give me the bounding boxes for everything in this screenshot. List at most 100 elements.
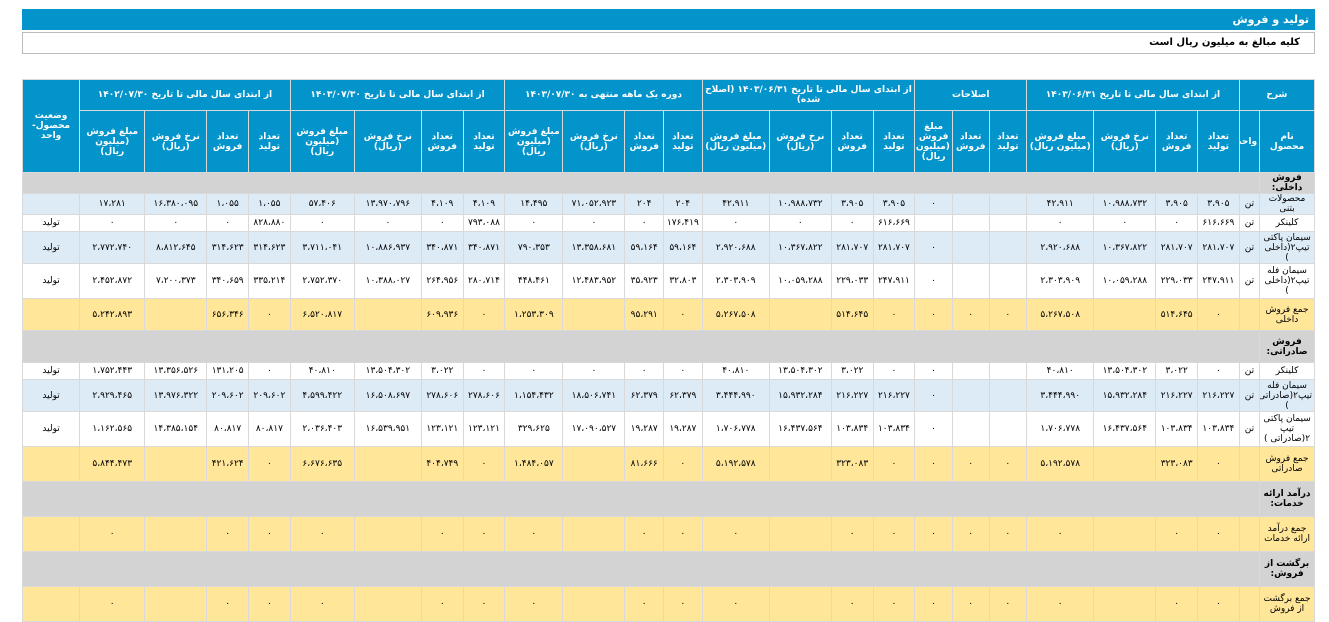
value-cell: ۴۲،۹۱۱: [701, 193, 770, 215]
column-header: تعداد تولید: [248, 110, 291, 173]
value-cell: ۰: [914, 446, 953, 482]
section-row: فروش صادراتی:: [21, 330, 1315, 363]
status-cell: [21, 446, 81, 482]
table-row: سیمان پاکتی تیپ۲(داخلی ) تن ۲۸۱،۷۰۷ ۲۸۱،۷۰۷…: [21, 231, 1315, 264]
value-cell: ۱۲۳،۱۲۱: [462, 411, 506, 447]
value-cell: ۲۷۸،۶۰۶: [462, 379, 506, 412]
value-cell: ۰: [988, 516, 1028, 552]
value-cell: ۲۶۴،۹۵۶: [420, 263, 464, 299]
value-cell: [768, 516, 832, 552]
value-cell: [951, 362, 990, 380]
column-header: تعداد تولید: [663, 110, 703, 173]
section-filler: [21, 172, 1261, 194]
value-cell: ۱۷۶،۴۱۹: [663, 214, 703, 232]
value-cell: [951, 379, 990, 412]
value-cell: ۱۶،۵۰۸،۶۹۷: [353, 379, 422, 412]
value-cell: ۱۵،۹۳۲،۲۸۴: [1093, 379, 1157, 412]
value-cell: ۳۲۹،۶۲۵: [504, 411, 564, 447]
value-cell: [1093, 298, 1157, 331]
value-cell: ۱۰،۹۸۸،۷۳۲: [768, 193, 832, 215]
column-header: تعداد تولید: [988, 110, 1028, 173]
value-cell: [1093, 516, 1157, 552]
product-name: سیمان پاکتی تیپ ۲(صادراتی ): [1259, 411, 1315, 447]
column-header: تعداد فروش: [1155, 110, 1199, 173]
status-cell: تولید: [21, 411, 81, 447]
value-cell: ۵،۱۹۲،۵۷۸: [701, 446, 770, 482]
value-cell: ۲،۳۰۳،۹۰۹: [1026, 263, 1095, 299]
value-cell: ۰: [768, 214, 832, 232]
value-cell: ۳۲،۸۰۳: [663, 263, 703, 299]
value-cell: ۱۵،۹۳۲،۲۸۴: [768, 379, 832, 412]
section-label: برگشت از فروش:: [1259, 551, 1315, 587]
value-cell: ۰: [872, 362, 916, 380]
value-cell: ۳۴۰،۸۷۱: [462, 231, 506, 264]
value-cell: ۲۰۴: [663, 193, 703, 215]
value-cell: ۰: [420, 516, 464, 552]
column-header: مبلغ فروش (میلیون ریال): [1026, 110, 1095, 173]
value-cell: [353, 446, 422, 482]
header-group-ytd-1403-07-30: از ابتدای سال مالی تا تاریخ ۱۴۰۳/۰۷/۳۰: [289, 79, 506, 111]
value-cell: ۰: [79, 586, 146, 622]
value-cell: ۱۹،۲۸۷: [624, 411, 665, 447]
value-cell: ۱۸،۵۰۶،۷۴۱: [562, 379, 626, 412]
value-cell: ۲،۰۳۶،۴۰۳: [289, 411, 355, 447]
value-cell: ۰: [1093, 214, 1157, 232]
value-cell: ۰: [1026, 586, 1095, 622]
value-cell: ۰: [1197, 298, 1240, 331]
value-cell: ۰: [353, 214, 422, 232]
currency-note-text: کلیه مبالغ به میلیون ریال است: [1149, 37, 1300, 48]
value-cell: [988, 362, 1028, 380]
value-cell: ۶۱۶،۶۶۹: [1197, 214, 1240, 232]
value-cell: ۸۰،۸۱۷: [206, 411, 250, 447]
column-header: نرخ فروش (ریال): [353, 110, 422, 173]
value-cell: ۰: [504, 214, 564, 232]
header-group-month-1403-07-30: دوره یک ماهه منتهی به ۱۴۰۳/۰۷/۳۰: [504, 79, 703, 111]
table-row: محصولات بتنی تن ۳،۹۰۵ ۳،۹۰۵ ۱۰،۹۸۸،۷۳۲ ۴۲،۹۱۱…: [21, 193, 1315, 215]
value-cell: ۲۴۷،۹۱۱: [872, 263, 916, 299]
value-cell: ۶،۶۷۶،۶۳۵: [289, 446, 355, 482]
product-name: سیمان پاکتی تیپ۲(داخلی ): [1259, 231, 1315, 264]
value-cell: [768, 586, 832, 622]
value-cell: [562, 446, 626, 482]
value-cell: ۰: [504, 362, 564, 380]
value-cell: ۳،۴۴۴،۹۹۰: [701, 379, 770, 412]
value-cell: ۰: [462, 298, 506, 331]
value-cell: ۴،۱۰۹: [420, 193, 464, 215]
value-cell: ۰: [289, 516, 355, 552]
value-cell: ۰: [289, 214, 355, 232]
column-header: مبلغ فروش (میلیون ریال): [79, 110, 146, 173]
value-cell: ۲،۹۲۰،۶۸۸: [701, 231, 770, 264]
value-cell: [353, 516, 422, 552]
value-cell: ۶۰۹،۹۳۶: [420, 298, 464, 331]
column-header: تعداد فروش: [951, 110, 990, 173]
header-group-corrections: اصلاحات: [914, 79, 1028, 111]
value-cell: ۰: [951, 586, 990, 622]
value-cell: ۸۱،۶۶۶: [624, 446, 665, 482]
value-cell: ۱۰،۳۶۷،۸۲۲: [768, 231, 832, 264]
value-cell: ۰: [951, 298, 990, 331]
value-cell: ۲،۹۲۰،۶۸۸: [1026, 231, 1095, 264]
value-cell: ۶۱۶،۶۶۹: [872, 214, 916, 232]
status-cell: تولید: [21, 214, 81, 232]
value-cell: ۰: [420, 586, 464, 622]
status-cell: [21, 298, 81, 331]
column-header: تعداد تولید: [1197, 110, 1240, 173]
value-cell: ۰: [1026, 214, 1095, 232]
column-header: مبلغ فروش (میلیون ریال): [914, 110, 953, 173]
value-cell: ۰: [1155, 214, 1199, 232]
product-name: جمع فروش صادراتی: [1259, 446, 1315, 482]
header-group-ytd-1403-06-31-corrected: از ابتدای سال مالی تا تاریخ ۱۴۰۳/۰۶/۳۱ (…: [701, 79, 916, 111]
value-cell: [951, 193, 990, 215]
value-cell: ۱۰۳،۸۳۴: [1155, 411, 1199, 447]
value-cell: ۰: [624, 362, 665, 380]
section-label: فروش داخلی:: [1259, 172, 1315, 194]
value-cell: ۳۱۴،۶۲۳: [248, 231, 291, 264]
value-cell: ۰: [206, 214, 250, 232]
value-cell: ۱۰،۸۸۶،۹۳۷: [353, 231, 422, 264]
value-cell: ۲۰۹،۶۰۲: [206, 379, 250, 412]
value-cell: ۳۴۰،۶۵۹: [206, 263, 250, 299]
value-cell: ۱۶،۴۳۷،۵۶۴: [1093, 411, 1157, 447]
product-name: جمع برگشت از فروش: [1259, 586, 1315, 622]
section-row: درآمد ارائه خدمات:: [21, 481, 1315, 517]
value-cell: ۰: [988, 586, 1028, 622]
